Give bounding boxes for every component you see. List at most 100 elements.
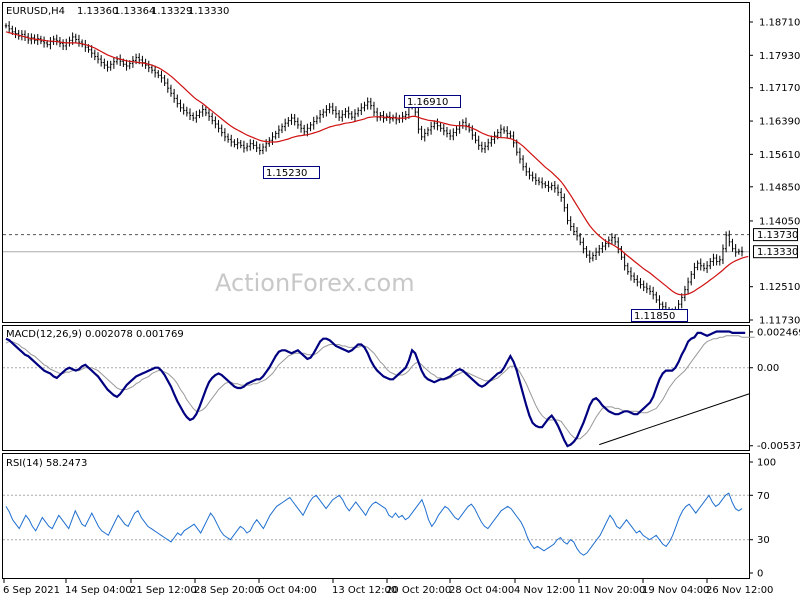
price-bar — [204, 106, 208, 117]
price-bar — [493, 131, 496, 144]
price-bar — [398, 114, 401, 123]
price-bar — [455, 125, 458, 137]
x-axis-label: 28 Oct 04:00 — [449, 585, 514, 596]
price-bar — [341, 110, 344, 122]
price-bar — [360, 103, 363, 115]
price-bar — [353, 109, 357, 122]
price-bar — [119, 54, 122, 66]
price-bar — [724, 231, 728, 253]
price-bar — [559, 188, 563, 202]
price-bar — [712, 253, 715, 266]
price-bar — [556, 184, 560, 196]
price-bar — [220, 124, 223, 137]
resistance-tag-box — [753, 228, 798, 242]
price-bar — [287, 117, 290, 127]
price-bar — [734, 244, 737, 257]
price-bar — [550, 182, 553, 191]
price-bar — [52, 35, 55, 45]
price-bar — [429, 121, 433, 135]
price-bar — [255, 141, 258, 153]
rsi-layer — [3, 492, 749, 556]
price-bar — [163, 74, 166, 86]
x-axis-label: 20 Oct 20:00 — [386, 585, 451, 596]
price-bar — [452, 128, 455, 141]
price-bar — [293, 114, 296, 126]
price-bar — [499, 124, 503, 138]
price-bar — [74, 33, 77, 43]
resistance-tag-label: 1.13730 — [757, 230, 798, 241]
price-bar — [693, 262, 696, 279]
price-bar — [14, 27, 17, 39]
price-bar — [328, 103, 331, 114]
price-bar — [179, 99, 182, 112]
price-bar — [375, 107, 379, 122]
price-bar — [467, 123, 471, 133]
x-axis-label: 21 Sep 12:00 — [130, 585, 197, 596]
x-axis-label: 28 Sep 20:00 — [194, 585, 261, 596]
price-bar — [195, 110, 198, 123]
x-axis-label: 26 Nov 12:00 — [706, 585, 773, 596]
price-bar — [211, 112, 214, 125]
price-bar — [150, 64, 154, 74]
annotation-mid-box — [263, 166, 320, 179]
rsi-axis: 100 70 30 0 — [749, 458, 776, 580]
annotation-high: 1.16910 — [404, 95, 461, 108]
price-bar — [166, 78, 169, 93]
price-bar — [236, 138, 239, 150]
price-bar — [49, 37, 52, 50]
price-bar — [477, 135, 480, 150]
price-bar — [436, 118, 439, 131]
price-bar — [277, 125, 281, 139]
price-bar — [99, 55, 103, 67]
price-bar — [705, 261, 709, 273]
price-header: EURUSD,H4 1.13360 1.13364 1.13329 1.1333… — [6, 6, 229, 17]
watermark-text: ActionForex.com — [215, 269, 415, 297]
ohlc-close: 1.13330 — [188, 6, 229, 17]
annotation-low-label: 1.11850 — [634, 311, 675, 322]
price-bar — [607, 236, 610, 248]
price-bar — [239, 139, 242, 149]
price-bar — [480, 141, 484, 153]
price-bar — [103, 58, 106, 70]
price-bar — [575, 227, 579, 241]
price-bar — [141, 55, 144, 67]
price-bar — [632, 272, 636, 283]
price-bar — [690, 270, 693, 286]
rsi-panel-frame — [2, 453, 750, 579]
price-bar — [420, 125, 423, 141]
price-bar — [474, 132, 477, 144]
price-bar — [531, 171, 534, 182]
price-bar — [296, 117, 300, 129]
price-bar — [318, 110, 322, 123]
price-bar — [201, 104, 204, 117]
price-bar — [93, 49, 97, 61]
price-axis-label: 1.17930 — [759, 51, 800, 62]
price-bar — [337, 110, 341, 121]
price-bar — [658, 295, 661, 309]
price-bar — [458, 121, 461, 134]
price-bar — [721, 244, 725, 265]
price-bar — [350, 111, 353, 120]
annotation-mid-label: 1.15230 — [266, 168, 307, 179]
ohlc-open: 1.13360 — [77, 6, 118, 17]
price-bar — [737, 248, 741, 255]
price-bar — [487, 138, 490, 151]
price-bar — [401, 111, 404, 123]
price-bar — [645, 282, 649, 294]
price-bar — [642, 280, 645, 292]
price-bar — [7, 21, 11, 34]
price-bar — [490, 135, 493, 147]
price-bar — [106, 60, 109, 72]
price-bar — [331, 102, 334, 115]
price-bar — [433, 120, 436, 130]
annotation-low-box — [631, 309, 688, 322]
price-bar — [740, 246, 744, 257]
price-bar — [249, 139, 252, 151]
price-bar — [544, 181, 547, 189]
macd-axis-label: 0.00 — [757, 363, 779, 374]
price-bar — [68, 36, 71, 47]
price-bar — [258, 143, 261, 155]
price-bar — [207, 108, 211, 121]
price-bar — [629, 267, 633, 281]
